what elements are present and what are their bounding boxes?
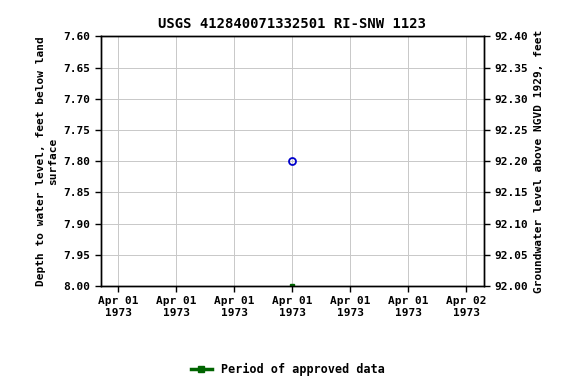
- Legend: Period of approved data: Period of approved data: [191, 363, 385, 376]
- Title: USGS 412840071332501 RI-SNW 1123: USGS 412840071332501 RI-SNW 1123: [158, 17, 426, 31]
- Y-axis label: Depth to water level, feet below land
surface: Depth to water level, feet below land su…: [36, 36, 58, 286]
- Y-axis label: Groundwater level above NGVD 1929, feet: Groundwater level above NGVD 1929, feet: [533, 30, 544, 293]
